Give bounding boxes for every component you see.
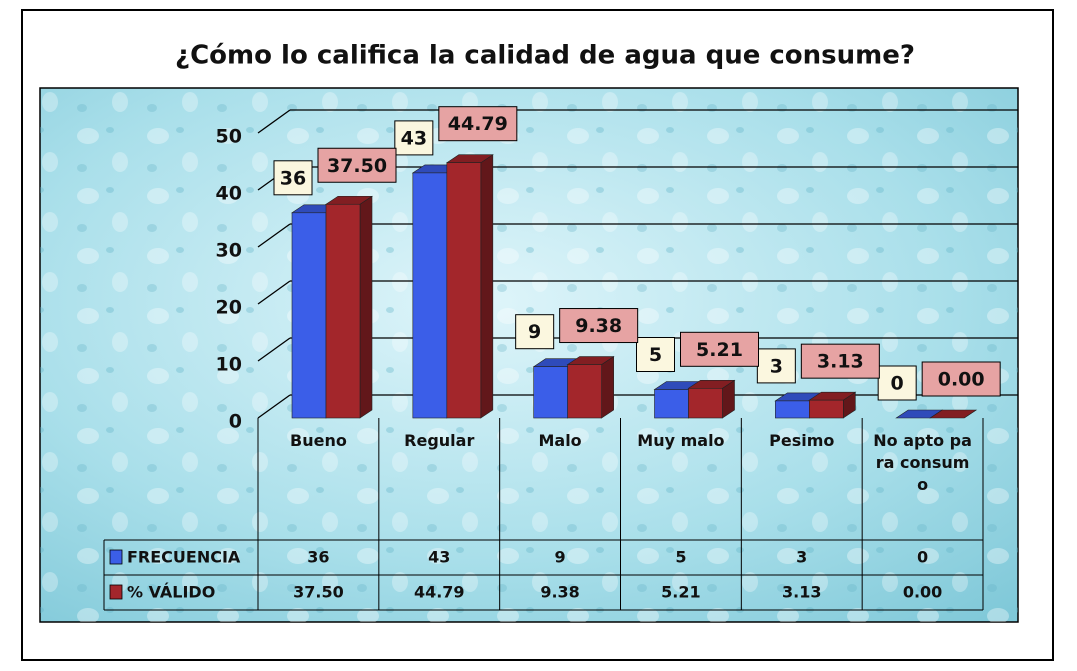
table-cell: 37.50 (293, 583, 344, 602)
data-label: 37.50 (327, 155, 387, 177)
data-label-box (756, 348, 796, 384)
table-cell: 44.79 (414, 583, 465, 602)
y-tick-label: 30 (216, 240, 242, 262)
data-label-box (317, 147, 397, 183)
data-label: 43 (401, 127, 427, 149)
bar (809, 399, 844, 419)
x-label-box: Pesimo (769, 431, 835, 450)
data-label-box (559, 308, 639, 344)
legend-swatch (109, 549, 123, 565)
table-cell: 0.00 (903, 583, 942, 602)
data-label-box (680, 331, 759, 367)
x-tick-label: No apto para consumo (873, 431, 972, 494)
x-tick-label: Malo (538, 431, 582, 450)
bar-side (359, 195, 373, 419)
table-cell: 3 (796, 548, 807, 567)
x-label-box: Muy malo (637, 431, 725, 450)
bar (533, 366, 568, 419)
x-tick-label: Muy malo (637, 431, 725, 450)
table-cell: 36 (307, 548, 329, 567)
x-label-box: Bueno (290, 431, 347, 450)
data-label-box (394, 120, 434, 156)
table-cell: 3.13 (782, 583, 821, 602)
data-label: 9.38 (575, 315, 622, 337)
data-label: 3.13 (817, 351, 864, 373)
table-cell: 9 (555, 548, 566, 567)
x-tick-label: Bueno (290, 431, 347, 450)
bar-side (480, 154, 494, 419)
table-cell: 43 (428, 548, 450, 567)
bar (446, 162, 482, 419)
chart-title: ¿Cómo lo califica la calidad de agua que… (175, 41, 915, 71)
x-label-box: Regular (404, 431, 475, 450)
data-label-box (515, 314, 555, 350)
bar-top (929, 409, 978, 419)
grid-diagonal (257, 223, 291, 248)
data-label-box (800, 343, 880, 379)
data-label-box (636, 337, 675, 372)
x-label-box: Malo (538, 431, 582, 450)
table-cell: 0 (917, 548, 928, 567)
data-label-box (273, 160, 313, 196)
data-label: 3 (770, 355, 783, 377)
table-cell: 5 (675, 548, 686, 567)
grid-diagonal (257, 394, 291, 419)
data-label-box (921, 361, 1001, 397)
data-label: 9 (528, 321, 541, 343)
bar (775, 400, 810, 419)
data-label-box (877, 365, 917, 401)
x-tick-label: Regular (404, 431, 475, 450)
x-tick-label: Pesimo (769, 431, 835, 450)
grid-diagonal (257, 109, 291, 134)
grid-diagonal (257, 280, 291, 305)
data-label: 5 (649, 344, 662, 366)
table-cell: 5.21 (661, 583, 700, 602)
y-tick-label: 50 (216, 126, 242, 148)
legend-swatch (109, 584, 123, 600)
bar (412, 172, 448, 419)
bar (291, 212, 327, 419)
data-label: 5.21 (696, 339, 743, 361)
bar (567, 364, 602, 419)
bar-side (601, 355, 614, 419)
data-label: 0.00 (938, 369, 985, 391)
data-label: 44.79 (448, 113, 508, 135)
bar (688, 388, 723, 419)
data-label: 36 (280, 167, 306, 189)
bar (654, 389, 689, 419)
table-cell: 9.38 (540, 583, 579, 602)
data-label-box (438, 106, 518, 142)
y-tick-label: 20 (216, 297, 242, 319)
legend-label: FRECUENCIA (127, 548, 241, 567)
y-tick-label: 40 (216, 183, 242, 205)
y-tick-label: 0 (229, 411, 242, 433)
data-label: 0 (891, 373, 904, 395)
bar (325, 203, 361, 419)
y-tick-label: 10 (216, 354, 242, 376)
grid-diagonal (257, 337, 291, 362)
x-label-box: No apto para consumo (873, 431, 972, 494)
legend-label: % VÁLIDO (127, 583, 215, 602)
